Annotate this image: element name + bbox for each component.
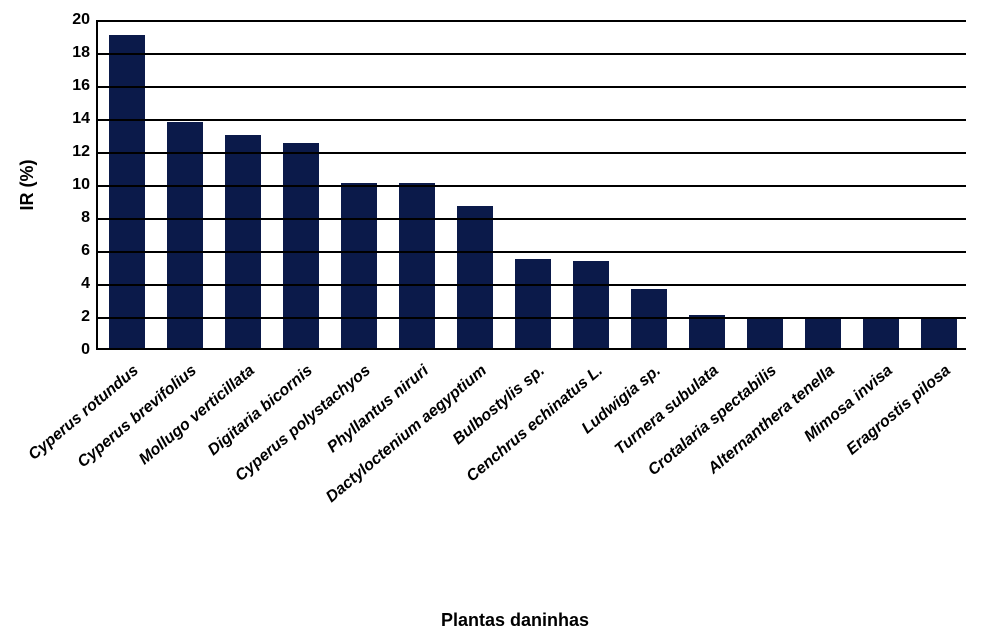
bar [341,183,377,348]
bar [167,122,203,348]
y-tick-label: 20 [72,11,98,29]
gridline [98,53,966,55]
gridline [98,119,966,121]
bar [863,317,899,348]
bar [747,317,783,348]
x-axis-title: Plantas daninhas [441,610,589,631]
gridline [98,218,966,220]
bars-layer [98,20,966,348]
bar [399,183,435,348]
bar [805,317,841,348]
bar [573,261,609,348]
y-tick-label: 6 [81,242,98,260]
y-axis-title: IR (%) [17,160,38,211]
y-tick-label: 12 [72,143,98,161]
gridline [98,317,966,319]
y-tick-label: 4 [81,275,98,293]
y-tick-label: 16 [72,77,98,95]
x-tick-label: Turnera subulata [612,362,723,459]
y-tick-label: 14 [72,110,98,128]
gridline [98,185,966,187]
bar [457,206,493,348]
bar [921,317,957,348]
gridline [98,284,966,286]
plot-area: 02468101214161820 [96,20,966,350]
bar [689,315,725,348]
x-tick-label: Eragrostis pilosa [844,362,955,459]
x-tick-label: Digitaria bicornis [205,362,317,460]
x-tick-label: Phyllantus niruri [324,362,432,457]
chart-container: 02468101214161820 IR (%) Plantas daninha… [0,0,1002,643]
y-tick-label: 10 [72,176,98,194]
gridline [98,152,966,154]
gridline [98,86,966,88]
y-tick-label: 18 [72,44,98,62]
gridline [98,20,966,22]
bar [109,35,145,349]
bar [515,259,551,348]
y-tick-label: 0 [81,341,98,359]
y-tick-label: 8 [81,209,98,227]
y-tick-label: 2 [81,308,98,326]
gridline [98,251,966,253]
